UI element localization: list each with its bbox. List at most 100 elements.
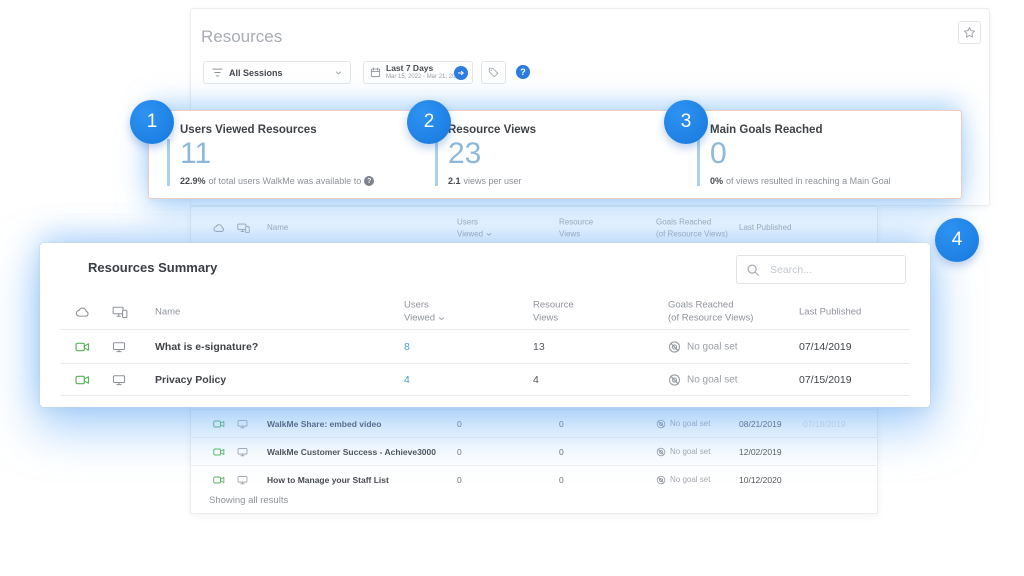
no-goal-icon bbox=[668, 340, 681, 353]
goal-cell: No goal set bbox=[656, 447, 710, 457]
goal-status: No goal set bbox=[687, 374, 738, 385]
calendar-icon bbox=[370, 67, 381, 78]
resource-views-value: 4 bbox=[533, 374, 539, 386]
resource-views-value: 0 bbox=[559, 419, 564, 429]
stat-detail: 22.9%of total users WalkMe was available… bbox=[180, 176, 374, 186]
callout-4: 4 bbox=[935, 218, 979, 262]
stat-title: Main Goals Reached bbox=[710, 124, 891, 136]
column-name[interactable]: Name bbox=[155, 305, 180, 318]
column-resource-views[interactable]: ResourceViews bbox=[559, 216, 593, 239]
search-input[interactable] bbox=[768, 263, 896, 277]
users-viewed-link[interactable]: 8 bbox=[404, 341, 410, 353]
stat-value: 11 bbox=[180, 139, 374, 169]
desktop-icon bbox=[237, 475, 248, 484]
column-users-viewed[interactable]: Users Viewed bbox=[404, 299, 445, 326]
page-title: Resources bbox=[201, 27, 282, 47]
table-row[interactable]: WalkMe Share: embed video 0 0 No goal se… bbox=[191, 409, 877, 437]
table-row[interactable]: What is e-signature? 8 13 No goal set 07… bbox=[40, 330, 930, 363]
users-viewed-link[interactable]: 4 bbox=[404, 374, 410, 386]
caret-down-icon bbox=[335, 71, 342, 75]
no-goal-icon bbox=[656, 447, 666, 457]
table-row[interactable]: WalkMe Customer Success - Achieve3000 0 … bbox=[191, 437, 877, 465]
resources-summary-panel: Resources Summary Name Users Viewed Reso… bbox=[40, 243, 930, 407]
session-filter-value: All Sessions bbox=[229, 68, 283, 78]
stat-title: Resource Views bbox=[448, 124, 536, 136]
resource-name[interactable]: How to Manage your Staff List bbox=[267, 475, 389, 485]
goal-cell: No goal set bbox=[668, 373, 738, 386]
cloud-icon bbox=[75, 307, 90, 318]
desktop-mobile-icon bbox=[112, 306, 128, 318]
search-box[interactable] bbox=[736, 255, 906, 284]
resource-name[interactable]: What is e-signature? bbox=[155, 341, 258, 353]
column-last-published[interactable]: Last Published bbox=[799, 305, 861, 318]
no-goal-icon bbox=[656, 475, 666, 485]
results-footer: Showing all results bbox=[209, 495, 288, 506]
column-resource-views[interactable]: ResourceViews bbox=[533, 299, 574, 326]
users-viewed-value: 0 bbox=[457, 475, 462, 485]
callout-2: 2 bbox=[407, 100, 451, 144]
column-last-published[interactable]: Last Published bbox=[739, 222, 791, 234]
goal-status: No goal set bbox=[670, 475, 710, 484]
goal-status: No goal set bbox=[670, 419, 710, 428]
sort-chevron-icon[interactable] bbox=[438, 317, 445, 321]
compare-arrow-icon[interactable] bbox=[454, 66, 468, 80]
stats-summary-strip: Users Viewed Resources 11 22.9%of total … bbox=[148, 110, 962, 199]
desktop-icon bbox=[112, 374, 126, 385]
resource-views-value: 0 bbox=[559, 447, 564, 457]
stat-detail: 2.1views per user bbox=[448, 176, 536, 186]
help-icon[interactable]: ? bbox=[364, 176, 374, 186]
column-goals-reached[interactable]: Goals Reached(of Resource Views) bbox=[668, 299, 753, 326]
stat-title: Users Viewed Resources bbox=[180, 124, 374, 136]
desktop-icon bbox=[237, 447, 248, 456]
video-resource-icon bbox=[75, 374, 90, 386]
date-filter-range: Mar 15, 2022 - Mar 21, 2022 bbox=[386, 74, 462, 81]
desktop-icon bbox=[112, 341, 126, 352]
last-published-value: 12/02/2019 bbox=[739, 447, 782, 457]
last-published-value: 08/21/2019 bbox=[739, 419, 782, 429]
funnel-icon bbox=[212, 68, 223, 77]
column-name[interactable]: Name bbox=[267, 222, 288, 234]
help-icon[interactable]: ? bbox=[516, 65, 530, 79]
video-resource-icon bbox=[213, 475, 225, 485]
resource-views-value: 13 bbox=[533, 341, 545, 353]
cloud-icon bbox=[213, 224, 225, 233]
no-goal-icon bbox=[656, 419, 666, 429]
resource-name[interactable]: WalkMe Customer Success - Achieve3000 bbox=[267, 447, 436, 457]
star-icon bbox=[963, 26, 976, 39]
date-range-filter[interactable]: Last 7 Days Mar 15, 2022 - Mar 21, 2022 bbox=[363, 61, 473, 84]
search-icon bbox=[746, 263, 760, 277]
stat-resource-views: Resource Views 23 2.1views per user bbox=[435, 124, 536, 186]
last-published-value: 10/12/2020 bbox=[739, 475, 782, 485]
favorite-button[interactable] bbox=[958, 21, 981, 44]
background-table-header: Name Users Viewed ResourceViews Goals Re… bbox=[191, 213, 877, 243]
stat-detail: 0%of views resulted in reaching a Main G… bbox=[710, 176, 891, 186]
resource-name[interactable]: WalkMe Share: embed video bbox=[267, 419, 381, 429]
column-goals-reached[interactable]: Goals Reached(of Resource Views) bbox=[656, 216, 728, 239]
session-filter-dropdown[interactable]: All Sessions bbox=[203, 61, 351, 84]
callout-3: 3 bbox=[664, 100, 708, 144]
resource-name[interactable]: Privacy Policy bbox=[155, 374, 226, 386]
panel-title: Resources Summary bbox=[88, 260, 217, 275]
goal-status: No goal set bbox=[687, 341, 738, 352]
resource-views-value: 0 bbox=[559, 475, 564, 485]
stat-main-goals-reached: Main Goals Reached 0 0%of views resulted… bbox=[697, 124, 891, 186]
sort-chevron-icon[interactable] bbox=[486, 232, 492, 236]
users-viewed-value: 0 bbox=[457, 447, 462, 457]
table-row[interactable]: How to Manage your Staff List 0 0 No goa… bbox=[191, 465, 877, 493]
goal-status: No goal set bbox=[670, 447, 710, 456]
table-row[interactable]: Privacy Policy 4 4 No goal set 07/15/201… bbox=[40, 363, 930, 396]
column-users-viewed[interactable]: Users Viewed bbox=[457, 216, 492, 239]
stat-value: 0 bbox=[710, 139, 891, 169]
tag-filter-button[interactable] bbox=[481, 61, 506, 84]
video-resource-icon bbox=[75, 341, 90, 353]
screenshot-canvas: Resources All Sessions Last 7 Days Mar 1… bbox=[0, 0, 1024, 576]
stat-value: 23 bbox=[448, 139, 536, 169]
desktop-icon bbox=[237, 419, 248, 428]
last-published-value: 07/14/2019 bbox=[799, 341, 852, 353]
goal-cell: No goal set bbox=[656, 475, 710, 485]
ghost-table-row: Lunch Lunch bbox=[40, 396, 930, 407]
last-published-value: 07/15/2019 bbox=[799, 374, 852, 386]
callout-1: 1 bbox=[130, 100, 174, 144]
resource-name: Lunch Lunch bbox=[155, 407, 215, 408]
summary-table-header: Name Users Viewed ResourceViews Goals Re… bbox=[40, 295, 930, 329]
